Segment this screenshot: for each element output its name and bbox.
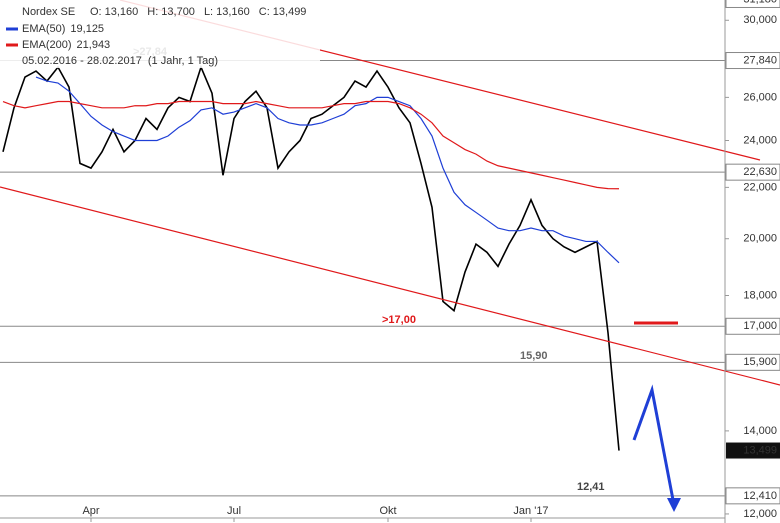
level-box bbox=[725, 52, 780, 70]
level-box bbox=[725, 317, 780, 335]
quote-value: 13,499 bbox=[273, 6, 307, 18]
forecast-arrow bbox=[632, 384, 676, 506]
title: Nordex SE bbox=[22, 6, 75, 18]
interval: (1 Jahr, 1 Tag) bbox=[148, 55, 218, 67]
level-label: 22,630 bbox=[743, 166, 777, 178]
y-tick-label: 24,000 bbox=[743, 134, 777, 146]
level-box bbox=[725, 487, 780, 505]
x-tick-label: Jan '17 bbox=[513, 505, 548, 517]
series-line bbox=[35, 76, 620, 264]
quote-value: 13,160 bbox=[105, 6, 139, 18]
x-tick-label: Apr bbox=[82, 505, 99, 517]
legend-name: EMA(50) bbox=[22, 23, 65, 35]
y-tick-label: 14,000 bbox=[743, 425, 777, 437]
price-box bbox=[726, 442, 780, 459]
trend-line bbox=[0, 186, 780, 386]
level-box bbox=[725, 0, 780, 8]
y-tick-label: 26,000 bbox=[743, 91, 777, 103]
series-line bbox=[2, 100, 620, 190]
annotation: 12,41 bbox=[577, 481, 605, 493]
series-line bbox=[2, 64, 620, 451]
y-tick-label: 30,000 bbox=[743, 14, 777, 26]
header-bg bbox=[0, 0, 320, 68]
legend-value: 19,125 bbox=[70, 23, 104, 35]
x-tick-label: Jul bbox=[227, 505, 241, 517]
annotation: 15,90 bbox=[520, 350, 548, 362]
level-label: 17,000 bbox=[743, 320, 777, 332]
quote-value: 13,700 bbox=[161, 6, 195, 18]
quote-key: L: bbox=[204, 6, 213, 18]
annotation: >17,00 bbox=[382, 314, 416, 326]
level-box bbox=[725, 353, 780, 371]
level-label: 31,180 bbox=[743, 0, 777, 5]
period: 05.02.2016 - 28.02.2017 bbox=[22, 55, 142, 67]
legend-name: EMA(200) bbox=[22, 39, 72, 51]
level-label: 12,410 bbox=[743, 490, 777, 502]
x-tick-label: Okt bbox=[379, 505, 396, 517]
quote-key: C: bbox=[259, 6, 270, 18]
level-label: 15,900 bbox=[743, 356, 777, 368]
quote-value: 13,160 bbox=[216, 6, 250, 18]
quote-key: H: bbox=[147, 6, 158, 18]
legend-value: 21,943 bbox=[77, 39, 111, 51]
level-label: 27,840 bbox=[743, 54, 777, 66]
arrow-head bbox=[667, 498, 681, 512]
y-tick-label: 22,000 bbox=[743, 181, 777, 193]
price-label: 13,499 bbox=[743, 444, 777, 456]
quote-key: O: bbox=[90, 6, 102, 18]
y-tick-label: 18,000 bbox=[743, 289, 777, 301]
y-tick-label: 12,000 bbox=[743, 508, 777, 520]
level-box bbox=[725, 163, 780, 181]
y-tick-label: 20,000 bbox=[743, 233, 777, 245]
